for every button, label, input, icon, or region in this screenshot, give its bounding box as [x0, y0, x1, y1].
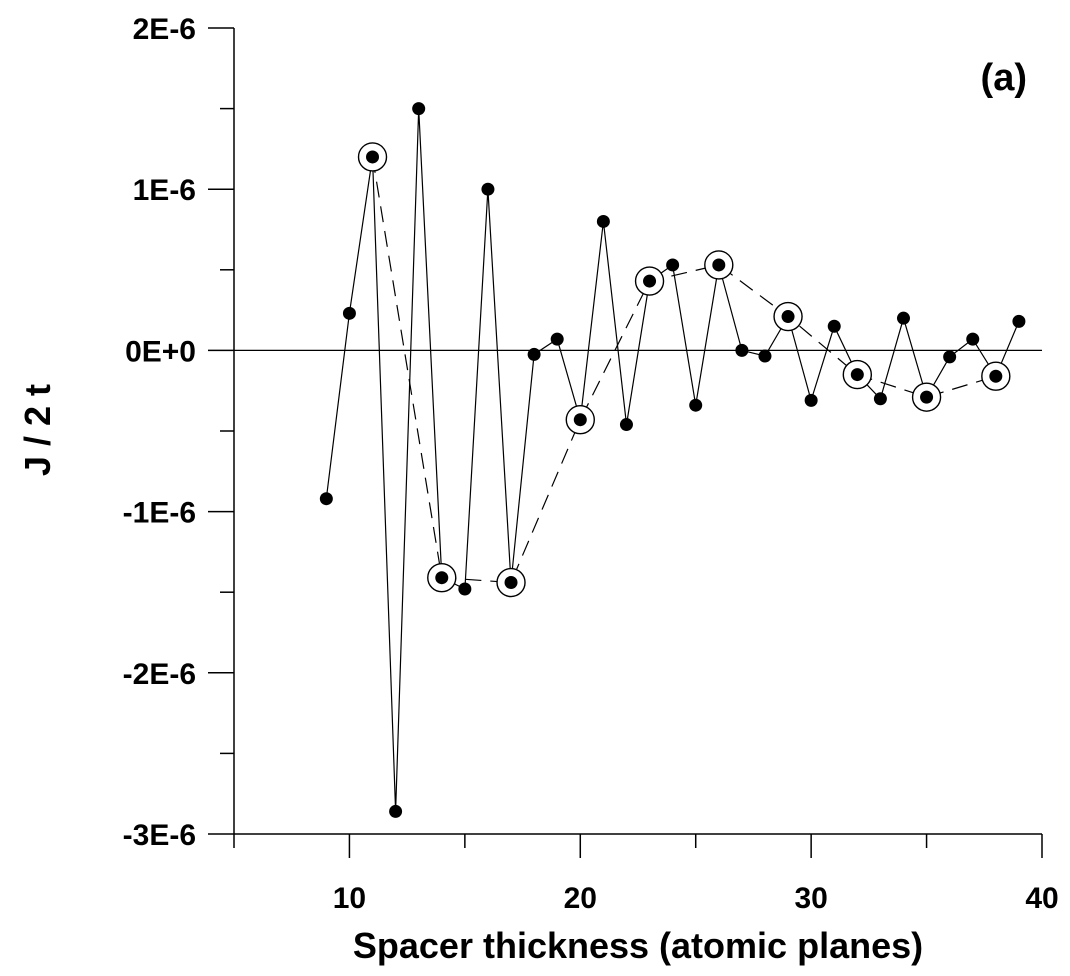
data-point	[827, 319, 841, 333]
data-point	[873, 392, 887, 406]
y-tick-label: -1E-6	[123, 497, 196, 530]
x-axis-title: Spacer thickness (atomic planes)	[353, 925, 923, 966]
y-tick-label: 0E+0	[125, 335, 196, 368]
data-point	[850, 368, 864, 382]
data-point	[619, 418, 633, 432]
points-layer	[319, 102, 1026, 818]
x-tick-label: 40	[1025, 882, 1058, 915]
data-point	[896, 311, 910, 325]
data-point	[504, 576, 518, 590]
y-tick-label: 1E-6	[133, 174, 196, 207]
data-point	[666, 258, 680, 272]
data-point	[481, 182, 495, 196]
data-point	[689, 398, 703, 412]
panel-label: (a)	[981, 57, 1027, 99]
data-point	[735, 343, 749, 357]
x-tick-label: 10	[333, 882, 366, 915]
data-point	[989, 369, 1003, 383]
data-point	[550, 332, 564, 346]
data-point	[319, 492, 333, 506]
data-point	[758, 349, 772, 363]
y-tick-label: 2E-6	[133, 13, 196, 46]
x-tick-label: 20	[564, 882, 597, 915]
data-point	[458, 582, 472, 596]
series-lines-layer	[325, 108, 1020, 812]
data-point	[435, 571, 449, 585]
data-point	[366, 150, 380, 164]
data-point	[781, 310, 795, 324]
data-point	[527, 347, 541, 361]
solid-series-line	[325, 108, 1020, 812]
data-point	[966, 332, 980, 346]
y-tick-label: -3E-6	[123, 819, 196, 852]
data-point	[943, 350, 957, 364]
data-point	[920, 390, 934, 404]
dashed-series-line	[371, 156, 996, 584]
x-tick-label: 30	[794, 882, 827, 915]
open-circle-layer	[357, 142, 1011, 598]
data-point	[804, 393, 818, 407]
data-point	[1012, 314, 1026, 328]
labels-layer: -3E-6 -2E-6 -1E-6 0E+0 1E-6 2E-6 10 20 30 40	[123, 13, 1059, 915]
data-point	[573, 413, 587, 427]
data-point	[342, 306, 356, 320]
y-tick-label: -2E-6	[123, 658, 196, 691]
data-point	[412, 102, 426, 116]
data-point	[712, 258, 726, 272]
data-point	[643, 274, 657, 288]
data-point	[389, 804, 403, 818]
y-axis-title: J / 2 t	[17, 384, 58, 476]
data-point	[596, 214, 610, 228]
